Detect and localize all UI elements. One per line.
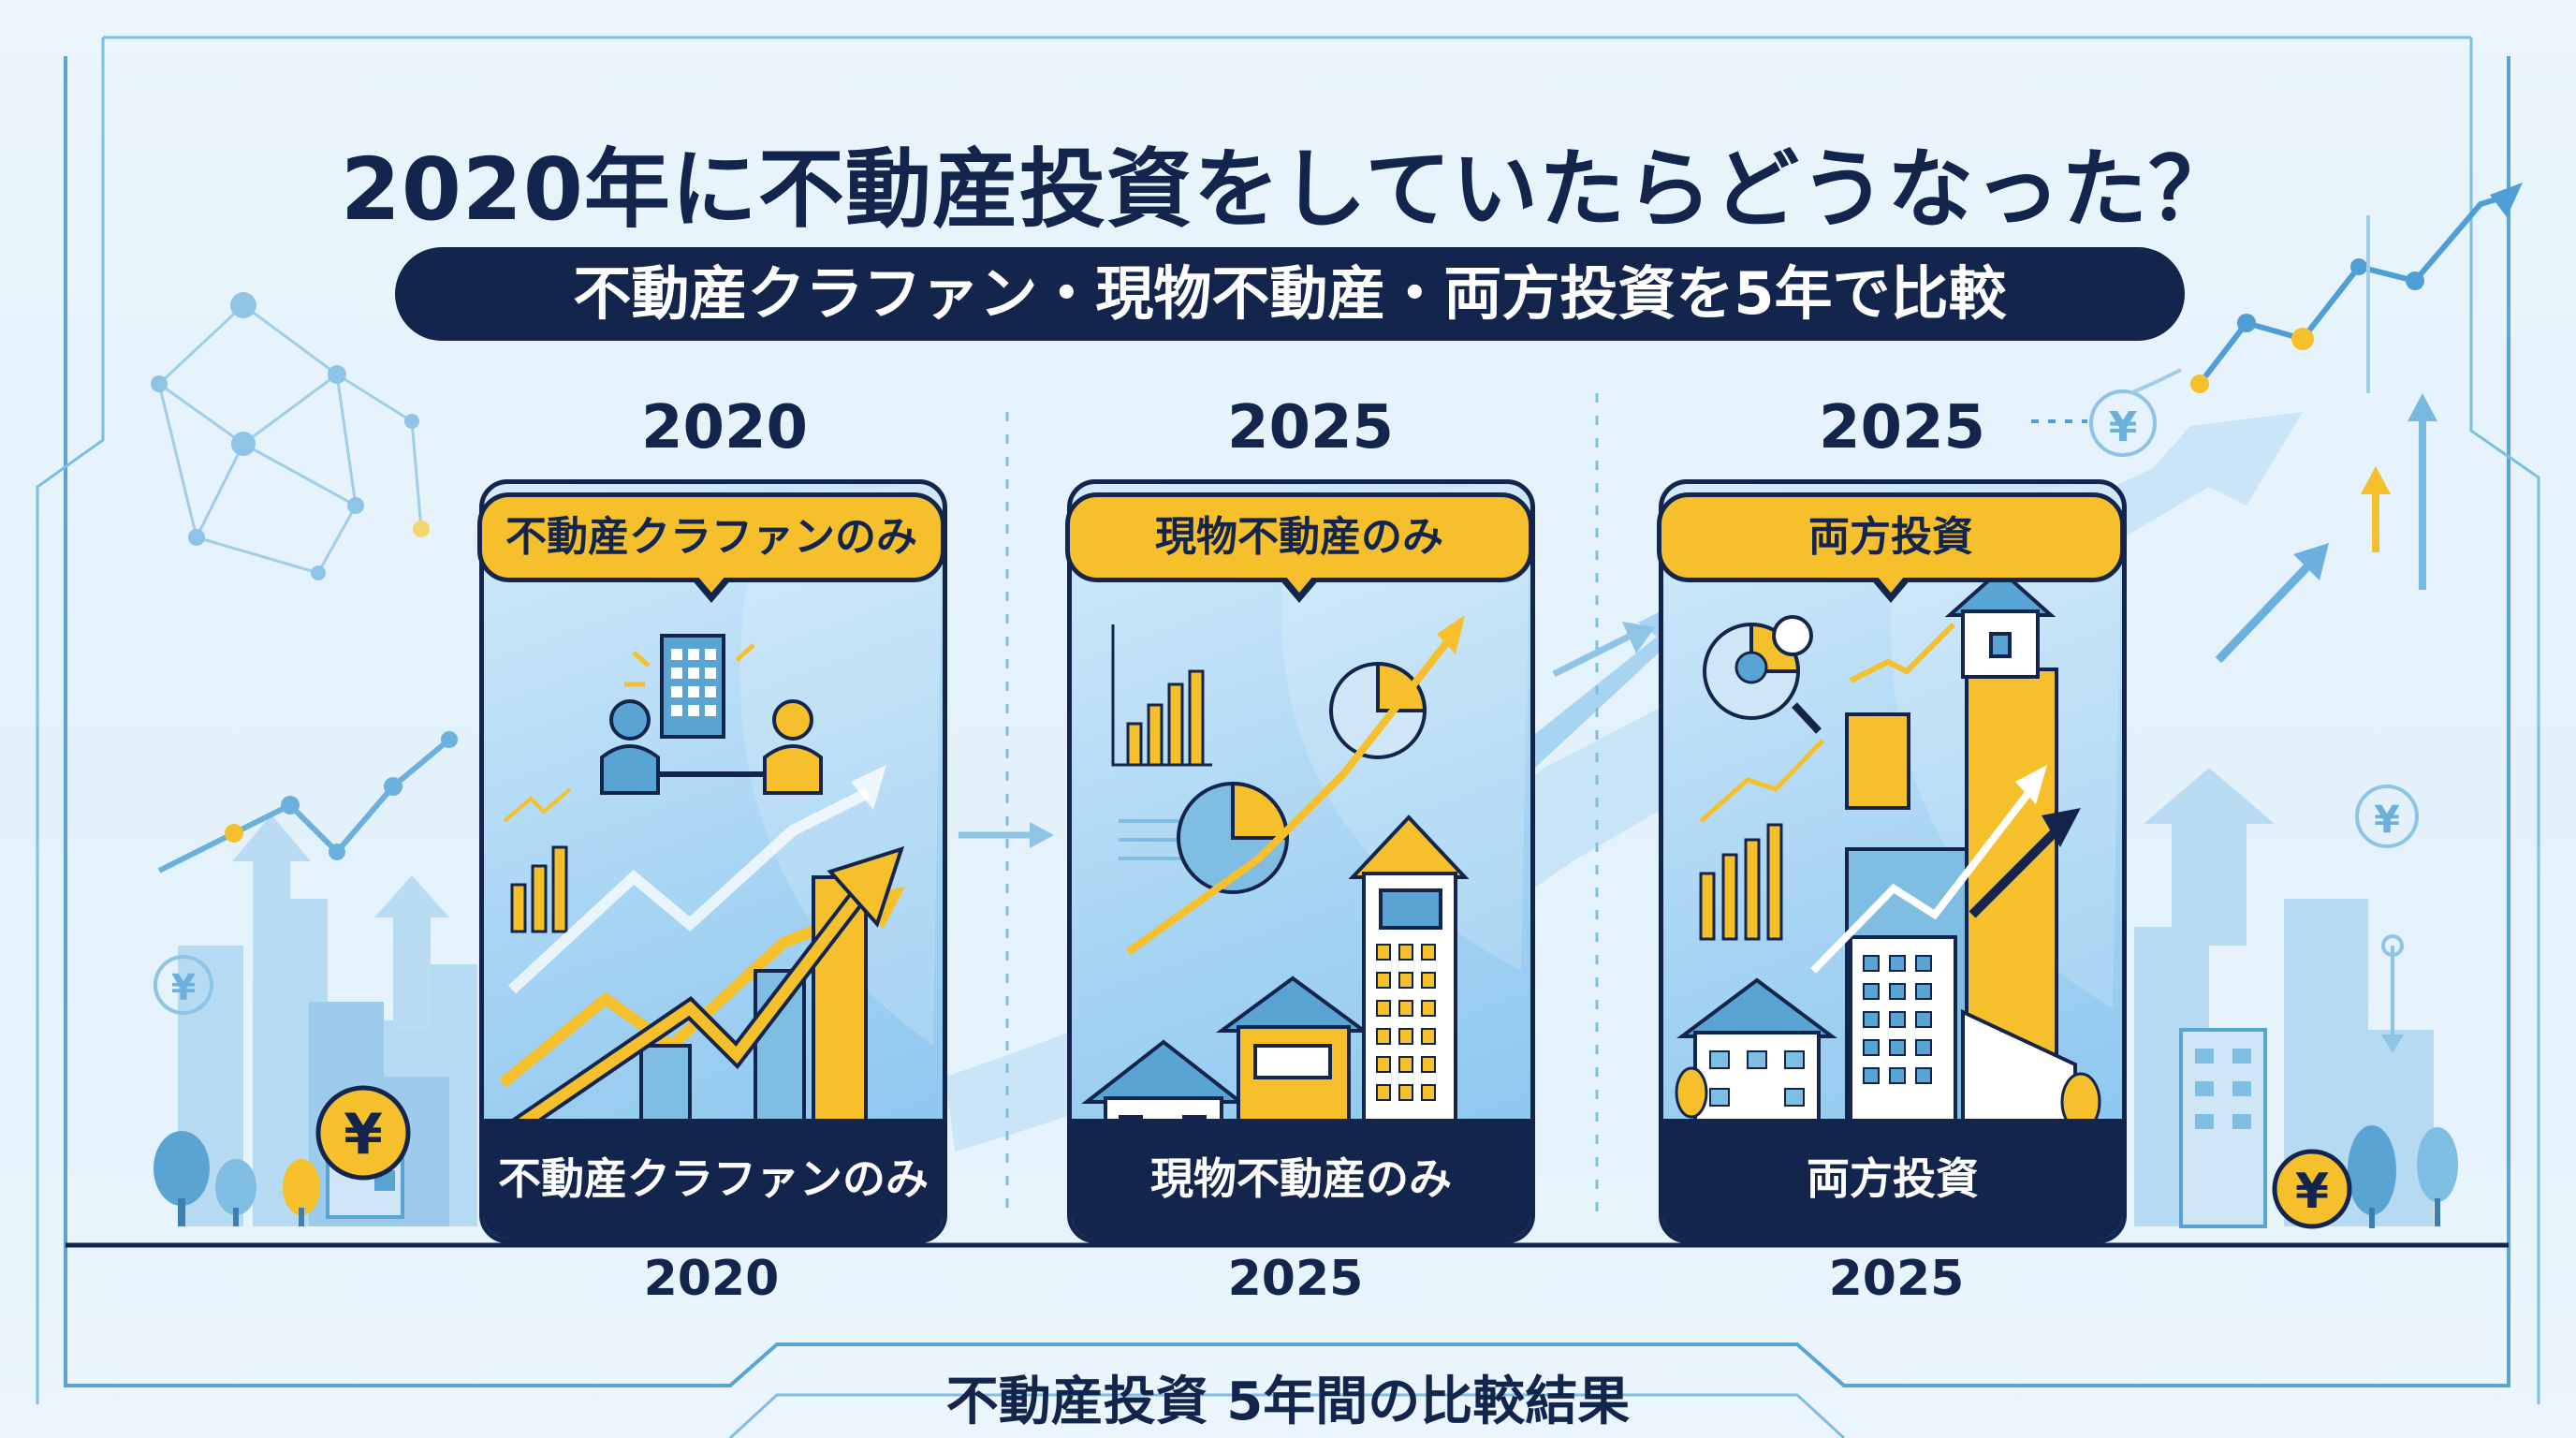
panel-1-year-top: 2020 [640, 393, 809, 462]
panel-3-year-top: 2025 [1818, 393, 1986, 462]
analysis-icon [1703, 615, 1822, 734]
panel-both-investment: 両方投資 [1659, 479, 2127, 1243]
page-subtitle: 不動産クラファン・現物不動産・両方投資を5年で比較 [395, 247, 2185, 341]
handshake-icon [600, 699, 823, 795]
svg-text:¥: ¥ [171, 967, 196, 1008]
panel-3-footer: 両方投資 [1663, 1119, 2122, 1239]
panel-crowdfunding: 不動産クラファンのみ [479, 479, 947, 1243]
panel-2-footer: 現物不動産のみ [1072, 1119, 1530, 1239]
svg-text:¥: ¥ [2295, 1164, 2329, 1220]
page-title: 2020年に不動産投資をしていたらどうなった？ [340, 139, 2236, 240]
comparison-result-label: 不動産投資 5年間の比較結果 [945, 1372, 1631, 1432]
svg-text:¥: ¥ [344, 1102, 383, 1167]
bar-chart-icon [1111, 624, 1212, 767]
panel-1-year-bottom: 2020 [643, 1251, 780, 1307]
house-icon [1944, 567, 2056, 679]
panel-2-badge: 現物不動産のみ [1065, 492, 1533, 582]
pie-chart-icon [1177, 661, 1427, 894]
yen-coin-icon [315, 1085, 411, 1181]
network-icon [157, 303, 423, 575]
svg-text:¥: ¥ [2374, 799, 2400, 842]
building-icon [624, 634, 755, 739]
crowdfunding-illustration [499, 484, 943, 1138]
bar-chart-icon [1699, 823, 1783, 941]
panel-1-badge: 不動産クラファンのみ [477, 492, 945, 582]
panel-1-footer: 不動産クラファンのみ [484, 1119, 943, 1239]
panel-2-year-bottom: 2025 [1227, 1251, 1364, 1307]
panel-2-year-top: 2025 [1226, 393, 1395, 462]
bar-chart-icon [503, 787, 572, 933]
panel-3-badge: 両方投資 [1657, 492, 2125, 582]
panel-physical-real-estate: 現物不動産のみ [1067, 479, 1535, 1243]
yen-symbol-decor: ¥ [2109, 404, 2138, 451]
panel-3-year-bottom: 2025 [1828, 1251, 1965, 1307]
